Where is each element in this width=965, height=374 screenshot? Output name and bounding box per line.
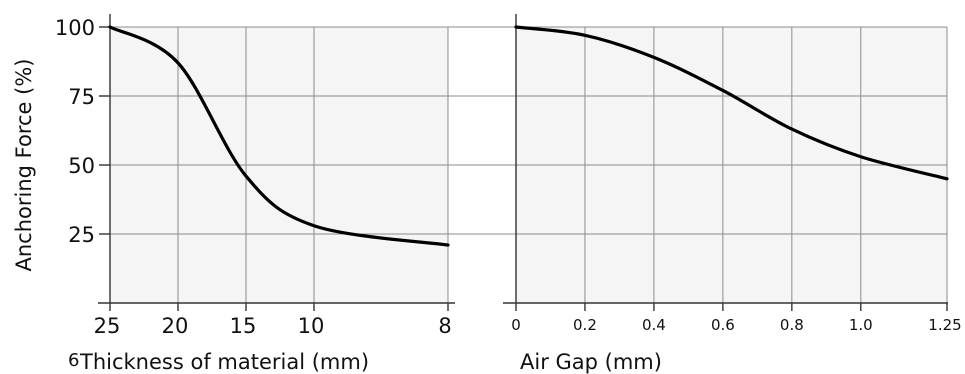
grid-thickness [99, 26, 449, 303]
x-tick-label: 20 [162, 314, 189, 338]
x-tick-label: 0.4 [642, 316, 666, 334]
series-line-thickness [108, 25, 450, 247]
x-tick-label: 0.6 [711, 316, 735, 334]
x-tick-labels-thickness: 25 20 15 10 8 [94, 303, 452, 338]
y-axis-title: Anchoring Force (%) [12, 59, 36, 272]
x-tick-label: 1.0 [849, 316, 873, 334]
x-tick-label: 0 [511, 316, 521, 334]
y-tick-label: 75 [68, 85, 95, 109]
y-tick-label: 25 [68, 223, 95, 247]
y-tick-labels: 100 75 50 25 [55, 16, 95, 247]
y-tick-label: 50 [68, 154, 95, 178]
x-tick-label: 1.25 [928, 316, 961, 334]
x-tick-labels-air-gap: 0 0.2 0.4 0.6 0.8 1.0 1.25 [511, 303, 962, 334]
series-line-air-gap [514, 25, 949, 181]
x-tick-label: 0.2 [573, 316, 597, 334]
x-tick-label: 0.8 [780, 316, 804, 334]
x-axis-title-thickness: Thickness of material (mm) [79, 350, 369, 374]
stray-label: 6 [68, 350, 79, 371]
panel-air-gap: 0 0.2 0.4 0.6 0.8 1.0 1.25 Air Gap (mm) [448, 14, 962, 374]
y-tick-label: 100 [55, 16, 95, 40]
x-axis-title-air-gap: Air Gap (mm) [520, 350, 662, 374]
x-tick-label: 15 [230, 314, 257, 338]
x-tick-label: 25 [94, 314, 121, 338]
x-tick-label: 10 [298, 314, 325, 338]
x-tick-label: 8 [438, 314, 451, 338]
